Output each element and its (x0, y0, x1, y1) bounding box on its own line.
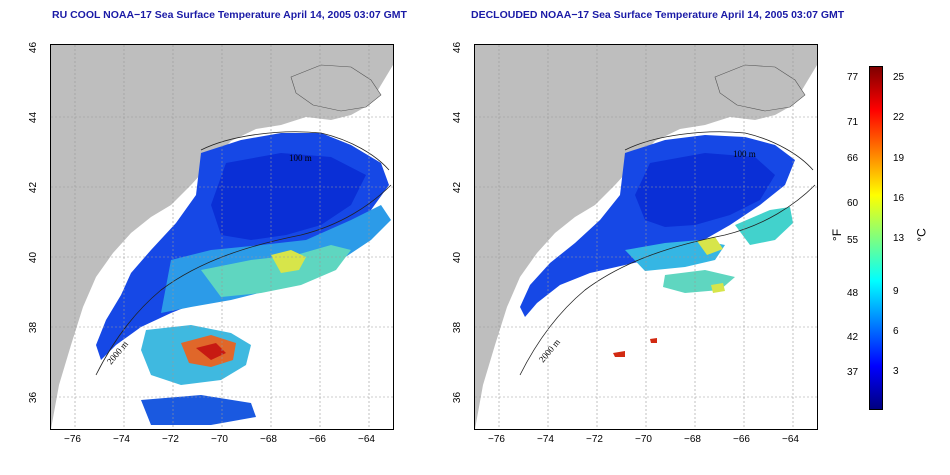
land-mass (51, 45, 393, 429)
colorbar-fahrenheit-tick: 77 (847, 72, 859, 83)
warm-slope-water (201, 245, 351, 297)
colorbar-fahrenheit-tick: 37 (847, 367, 859, 378)
colorbar-celsius-tick: 16 (893, 193, 905, 204)
land-mass (475, 45, 817, 429)
colorbar-fahrenheit-tick: 66 (847, 153, 859, 164)
warm-eddy-yellow (271, 250, 306, 273)
fahrenheit-unit-label: °F (830, 228, 845, 242)
right-sst-map: 100 m 2000 m (474, 44, 818, 430)
nova-scotia-land (714, 64, 806, 112)
right-ytick: 44 (452, 111, 464, 124)
left-xtick: −76 (64, 434, 81, 445)
colorbar-celsius-tick: 6 (893, 326, 899, 337)
gulf-stream-hot (613, 351, 625, 357)
warm-slope-water (697, 237, 723, 255)
left-xtick: −74 (113, 434, 130, 445)
gulf-stream-hot (650, 338, 657, 343)
left-ytick: 46 (28, 41, 40, 54)
isobath-100m (200, 131, 390, 171)
temperature-colorbar (869, 66, 883, 410)
left-xtick: −68 (260, 434, 277, 445)
left-xtick: −72 (162, 434, 179, 445)
contour-label-100m: 100 m (733, 149, 756, 159)
deep-cold-core (211, 153, 366, 240)
contour-label-2000m: 2000 m (537, 337, 562, 364)
right-ytick: 38 (452, 321, 464, 334)
left-xtick: −70 (211, 434, 228, 445)
slope-water-patch (735, 207, 793, 245)
left-sst-map: 100 m 2000 m (50, 44, 394, 430)
right-xtick: −66 (733, 434, 750, 445)
contour-label-100m: 100 m (289, 153, 312, 163)
right-xtick: −76 (488, 434, 505, 445)
celsius-unit-label: °C (914, 228, 929, 242)
left-map-graphic: 100 m 2000 m (51, 45, 393, 429)
left-ytick: 42 (28, 181, 40, 194)
right-ytick: 36 (452, 391, 464, 404)
colorbar-celsius-tick: 22 (893, 112, 905, 123)
graticule (475, 45, 817, 429)
graticule (51, 45, 393, 429)
isobath-2000m (519, 184, 816, 376)
shelf-break-water (625, 240, 725, 271)
left-ytick: 36 (28, 391, 40, 404)
warm-fragment (711, 283, 725, 293)
nova-scotia-land (290, 64, 382, 112)
left-ytick: 38 (28, 321, 40, 334)
colorbar-fahrenheit-tick: 42 (847, 332, 859, 343)
isobath-2000m (95, 184, 392, 376)
colorbar-celsius-tick: 25 (893, 72, 905, 83)
colorbar-celsius-tick: 19 (893, 153, 905, 164)
isobath-100m (624, 131, 814, 171)
southern-water (141, 395, 256, 425)
left-ytick: 40 (28, 251, 40, 264)
colorbar-celsius-tick: 9 (893, 286, 899, 297)
left-xtick: −66 (309, 434, 326, 445)
right-xtick: −70 (635, 434, 652, 445)
right-ytick: 42 (452, 181, 464, 194)
right-ytick: 40 (452, 251, 464, 264)
colorbar-fahrenheit-tick: 48 (847, 288, 859, 299)
right-ytick: 46 (452, 41, 464, 54)
right-xtick: −72 (586, 434, 603, 445)
deep-cold-core (635, 153, 775, 227)
left-panel-title: RU COOL NOAA−17 Sea Surface Temperature … (52, 9, 407, 21)
right-map-graphic: 100 m 2000 m (475, 45, 817, 429)
colorbar-fahrenheit-tick: 55 (847, 235, 859, 246)
colorbar-celsius-tick: 13 (893, 233, 905, 244)
left-ytick: 44 (28, 111, 40, 124)
colorbar-fahrenheit-tick: 60 (847, 198, 859, 209)
colorbar-celsius-tick: 3 (893, 366, 899, 377)
left-xtick: −64 (358, 434, 375, 445)
colorbar-fahrenheit-tick: 71 (847, 117, 859, 128)
right-panel-title: DECLOUDED NOAA−17 Sea Surface Temperatur… (471, 9, 845, 21)
right-xtick: −64 (782, 434, 799, 445)
right-xtick: −68 (684, 434, 701, 445)
right-xtick: −74 (537, 434, 554, 445)
gulf-stream-hot-core (196, 343, 226, 360)
